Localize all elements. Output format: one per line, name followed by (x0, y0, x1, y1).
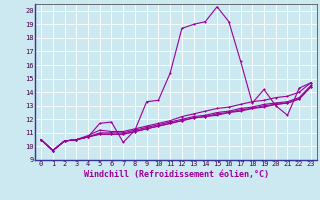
X-axis label: Windchill (Refroidissement éolien,°C): Windchill (Refroidissement éolien,°C) (84, 170, 268, 179)
